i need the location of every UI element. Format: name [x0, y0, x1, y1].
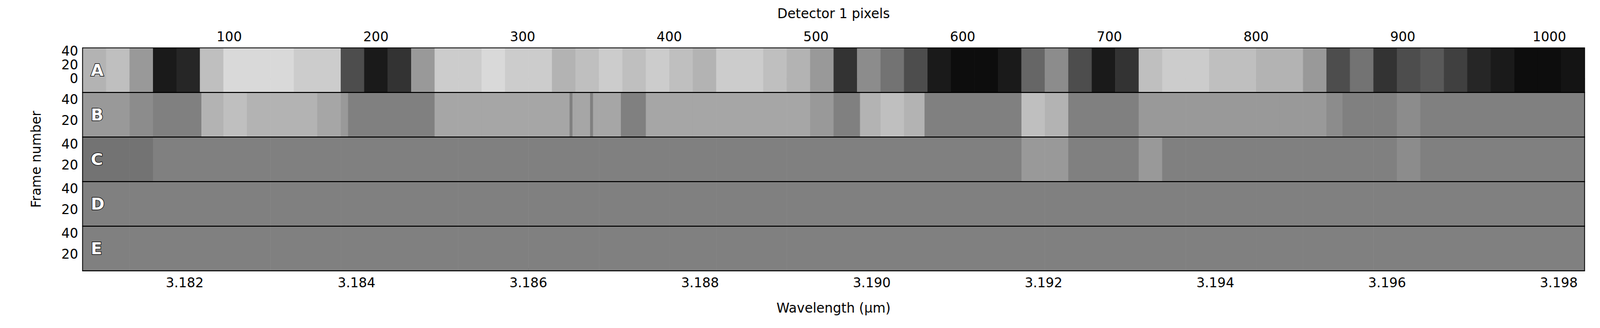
svg-text:400: 400 — [656, 29, 682, 45]
svg-text:3.186: 3.186 — [509, 275, 548, 291]
svg-text:A: A — [90, 60, 105, 80]
svg-text:900: 900 — [1390, 29, 1416, 45]
svg-text:3.198: 3.198 — [1540, 275, 1578, 291]
svg-text:3.190: 3.190 — [853, 275, 892, 291]
svg-text:40: 40 — [61, 91, 79, 108]
svg-text:Frame number: Frame number — [28, 110, 45, 208]
svg-text:100: 100 — [216, 29, 243, 45]
svg-text:3.192: 3.192 — [1024, 275, 1063, 291]
svg-text:20: 20 — [61, 112, 79, 129]
svg-text:3.188: 3.188 — [681, 275, 720, 291]
svg-text:3.184: 3.184 — [337, 275, 376, 291]
svg-text:3.196: 3.196 — [1368, 275, 1407, 291]
svg-text:40: 40 — [61, 225, 79, 242]
svg-text:1000: 1000 — [1532, 29, 1567, 45]
svg-text:E: E — [90, 238, 103, 259]
svg-text:C: C — [90, 149, 103, 169]
svg-text:20: 20 — [61, 246, 79, 262]
svg-text:500: 500 — [803, 29, 829, 45]
svg-text:20: 20 — [61, 201, 79, 218]
svg-text:40: 40 — [61, 136, 79, 152]
svg-text:D: D — [90, 194, 105, 214]
svg-text:600: 600 — [949, 29, 976, 45]
svg-text:40: 40 — [61, 181, 79, 197]
svg-text:200: 200 — [363, 29, 389, 45]
svg-text:3.194: 3.194 — [1196, 275, 1235, 291]
svg-text:700: 700 — [1096, 29, 1123, 45]
svg-text:0: 0 — [69, 71, 79, 87]
svg-text:300: 300 — [510, 29, 536, 45]
svg-text:3.182: 3.182 — [165, 275, 204, 291]
svg-text:20: 20 — [61, 57, 79, 73]
svg-text:20: 20 — [61, 157, 79, 173]
svg-text:B: B — [90, 105, 104, 125]
svg-text:Wavelength (μm): Wavelength (μm) — [776, 300, 891, 316]
svg-text:Detector 1 pixels: Detector 1 pixels — [777, 6, 890, 22]
svg-text:40: 40 — [61, 43, 79, 59]
svg-text:800: 800 — [1243, 29, 1269, 45]
